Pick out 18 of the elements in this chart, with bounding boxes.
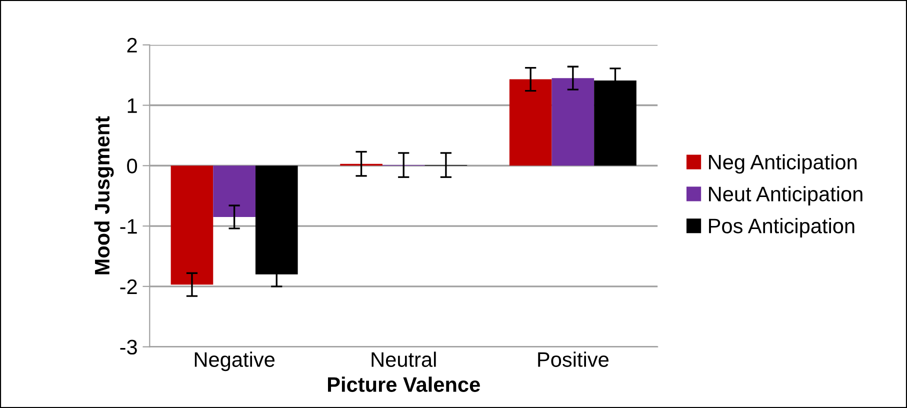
y-tick-label: -1 (120, 219, 137, 234)
y-tick-label: -2 (120, 279, 137, 294)
x-axis-title: Picture Valence (328, 376, 480, 392)
bar (509, 79, 552, 166)
y-axis-title: Mood Jusgment (94, 116, 114, 274)
y-tick-label: 1 (128, 98, 137, 113)
legend-label: Pos Anticipation (709, 218, 854, 238)
bar (552, 78, 594, 166)
x-tick-label: Positive (538, 352, 608, 367)
bar (170, 166, 214, 285)
y-tick-label: 2 (127, 38, 137, 52)
legend-label: Neg Anticipation (709, 154, 857, 174)
y-tick-label: -3 (120, 340, 137, 355)
x-tick-label: Neutral (372, 352, 436, 367)
legend-label: Neut Anticipation (709, 186, 862, 206)
x-tick-label: Negative (194, 352, 274, 372)
y-tick-label: 0 (127, 158, 138, 174)
bar (213, 166, 256, 217)
